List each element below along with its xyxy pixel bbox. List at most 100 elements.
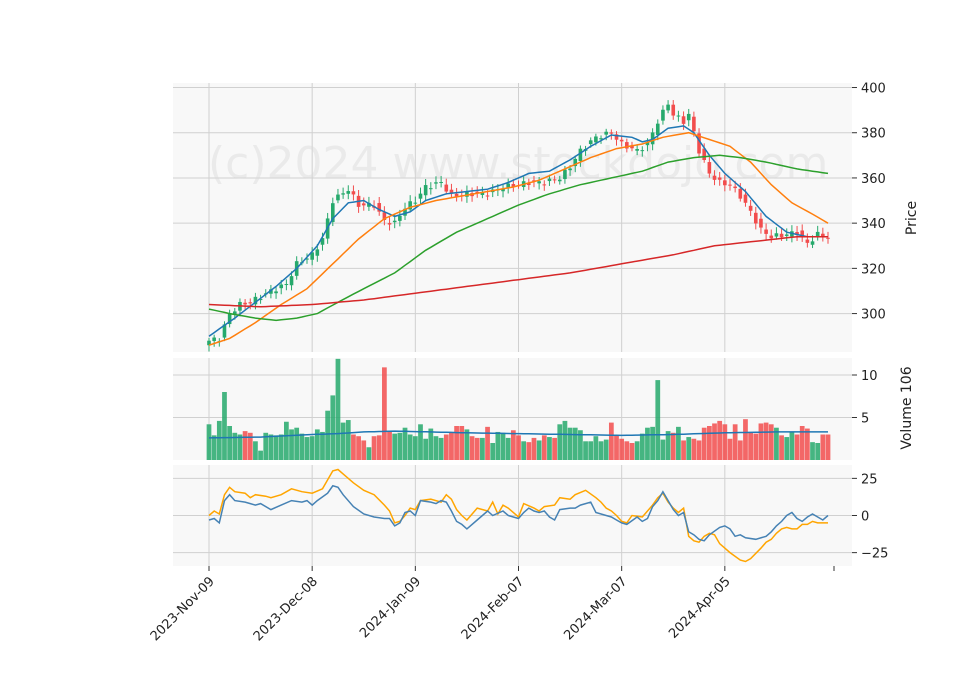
candle-body xyxy=(712,175,717,180)
volume-bar xyxy=(608,422,614,460)
volume-bar xyxy=(469,436,475,460)
candle-body xyxy=(253,296,258,305)
candle-body xyxy=(361,203,366,206)
volume-bar xyxy=(676,426,681,460)
volume-bar xyxy=(562,420,568,460)
volume-bar xyxy=(263,432,269,460)
volume-bar xyxy=(335,358,341,460)
candle-body xyxy=(619,139,624,142)
price-axis-label: Price xyxy=(904,201,920,235)
volume-tick-label: 10 xyxy=(861,369,878,384)
candle-body xyxy=(805,239,810,243)
volume-average-line xyxy=(208,430,828,439)
candle-body xyxy=(599,138,603,140)
volume-bar xyxy=(490,443,496,460)
volume-bar xyxy=(619,438,625,460)
volume-bar xyxy=(268,434,274,460)
candle-body xyxy=(821,233,825,237)
volume-bar xyxy=(459,426,465,460)
candle-body xyxy=(527,183,531,186)
volume-tick-label: 5 xyxy=(861,412,869,427)
oscillator-tick-label: 0 xyxy=(861,510,869,525)
candle-body xyxy=(439,181,443,183)
candle-body xyxy=(578,148,583,161)
candle-body xyxy=(480,192,485,195)
candle-body xyxy=(392,220,397,223)
candle-body xyxy=(475,191,480,194)
volume-bar xyxy=(474,437,480,460)
volume-bar xyxy=(753,433,759,460)
volume-bar xyxy=(273,435,279,460)
volume-bar xyxy=(351,434,356,460)
candle-body xyxy=(774,233,779,237)
price-tick-label: 360 xyxy=(861,172,886,187)
candle-body xyxy=(284,284,289,286)
candle-body xyxy=(227,312,232,325)
x-tick-label: 2023-Nov-09 xyxy=(148,574,218,644)
volume-bar xyxy=(495,431,501,460)
candle-body xyxy=(779,233,784,238)
candle-body xyxy=(449,189,454,194)
candle-body xyxy=(738,188,743,199)
volume-bar xyxy=(376,435,382,460)
x-tick-label: 2024-Feb-07 xyxy=(459,574,528,643)
candle-body xyxy=(336,194,340,201)
candle-body xyxy=(692,116,696,132)
volume-bar xyxy=(526,442,532,460)
volume-bar xyxy=(541,435,547,460)
price-tick-label: 320 xyxy=(861,262,886,277)
candle-body xyxy=(702,148,707,161)
volume-bar xyxy=(758,423,764,460)
x-tick-label: 2024-Mar-07 xyxy=(561,574,630,643)
volume-bar xyxy=(464,429,470,460)
candle-body xyxy=(635,148,639,151)
candle-body xyxy=(826,237,830,239)
volume-bar xyxy=(779,435,784,460)
candle-body xyxy=(759,218,763,228)
candle-body xyxy=(552,179,557,181)
candle-body xyxy=(666,104,670,111)
volume-bar xyxy=(804,428,810,460)
candle-body xyxy=(465,191,469,197)
volume-bar xyxy=(557,424,563,460)
candle-body xyxy=(212,337,216,341)
price-tick-label: 340 xyxy=(861,217,886,232)
volume-bar xyxy=(665,431,671,460)
volume-bar xyxy=(655,380,661,460)
volume-bar xyxy=(670,432,676,460)
candle-body xyxy=(330,203,335,223)
candle-body xyxy=(743,194,748,203)
candle-body xyxy=(795,232,799,235)
candle-body xyxy=(604,131,608,135)
volume-bar xyxy=(449,432,454,460)
volume-bar xyxy=(433,436,439,460)
candle-body xyxy=(800,230,805,237)
oscillator-tick-label: −25 xyxy=(861,547,888,562)
candle-body xyxy=(655,123,660,135)
candle-body xyxy=(547,178,552,182)
moving-average-line-1 xyxy=(208,125,828,337)
volume-bar xyxy=(340,422,346,460)
volume-bar xyxy=(330,395,336,460)
candle-body xyxy=(723,180,727,186)
volume-bar xyxy=(810,442,815,460)
volume-bar xyxy=(696,440,702,460)
volume-bar xyxy=(216,420,222,460)
volume-bar xyxy=(603,439,609,460)
candle-body xyxy=(645,142,650,146)
volume-bar xyxy=(552,437,557,460)
volume-bar xyxy=(825,434,831,460)
candle-body xyxy=(630,145,634,149)
candle-body xyxy=(367,202,371,207)
moving-average-line-4 xyxy=(208,235,828,308)
volume-bar xyxy=(407,434,413,460)
volume-bar xyxy=(737,440,743,460)
candle-body xyxy=(207,340,211,346)
volume-bar xyxy=(366,447,372,460)
candle-body xyxy=(753,212,758,224)
volume-bar xyxy=(402,427,408,460)
volume-bar xyxy=(536,440,542,460)
volume-axis-label: Volume 106 xyxy=(899,366,915,449)
volume-bar xyxy=(686,437,692,460)
